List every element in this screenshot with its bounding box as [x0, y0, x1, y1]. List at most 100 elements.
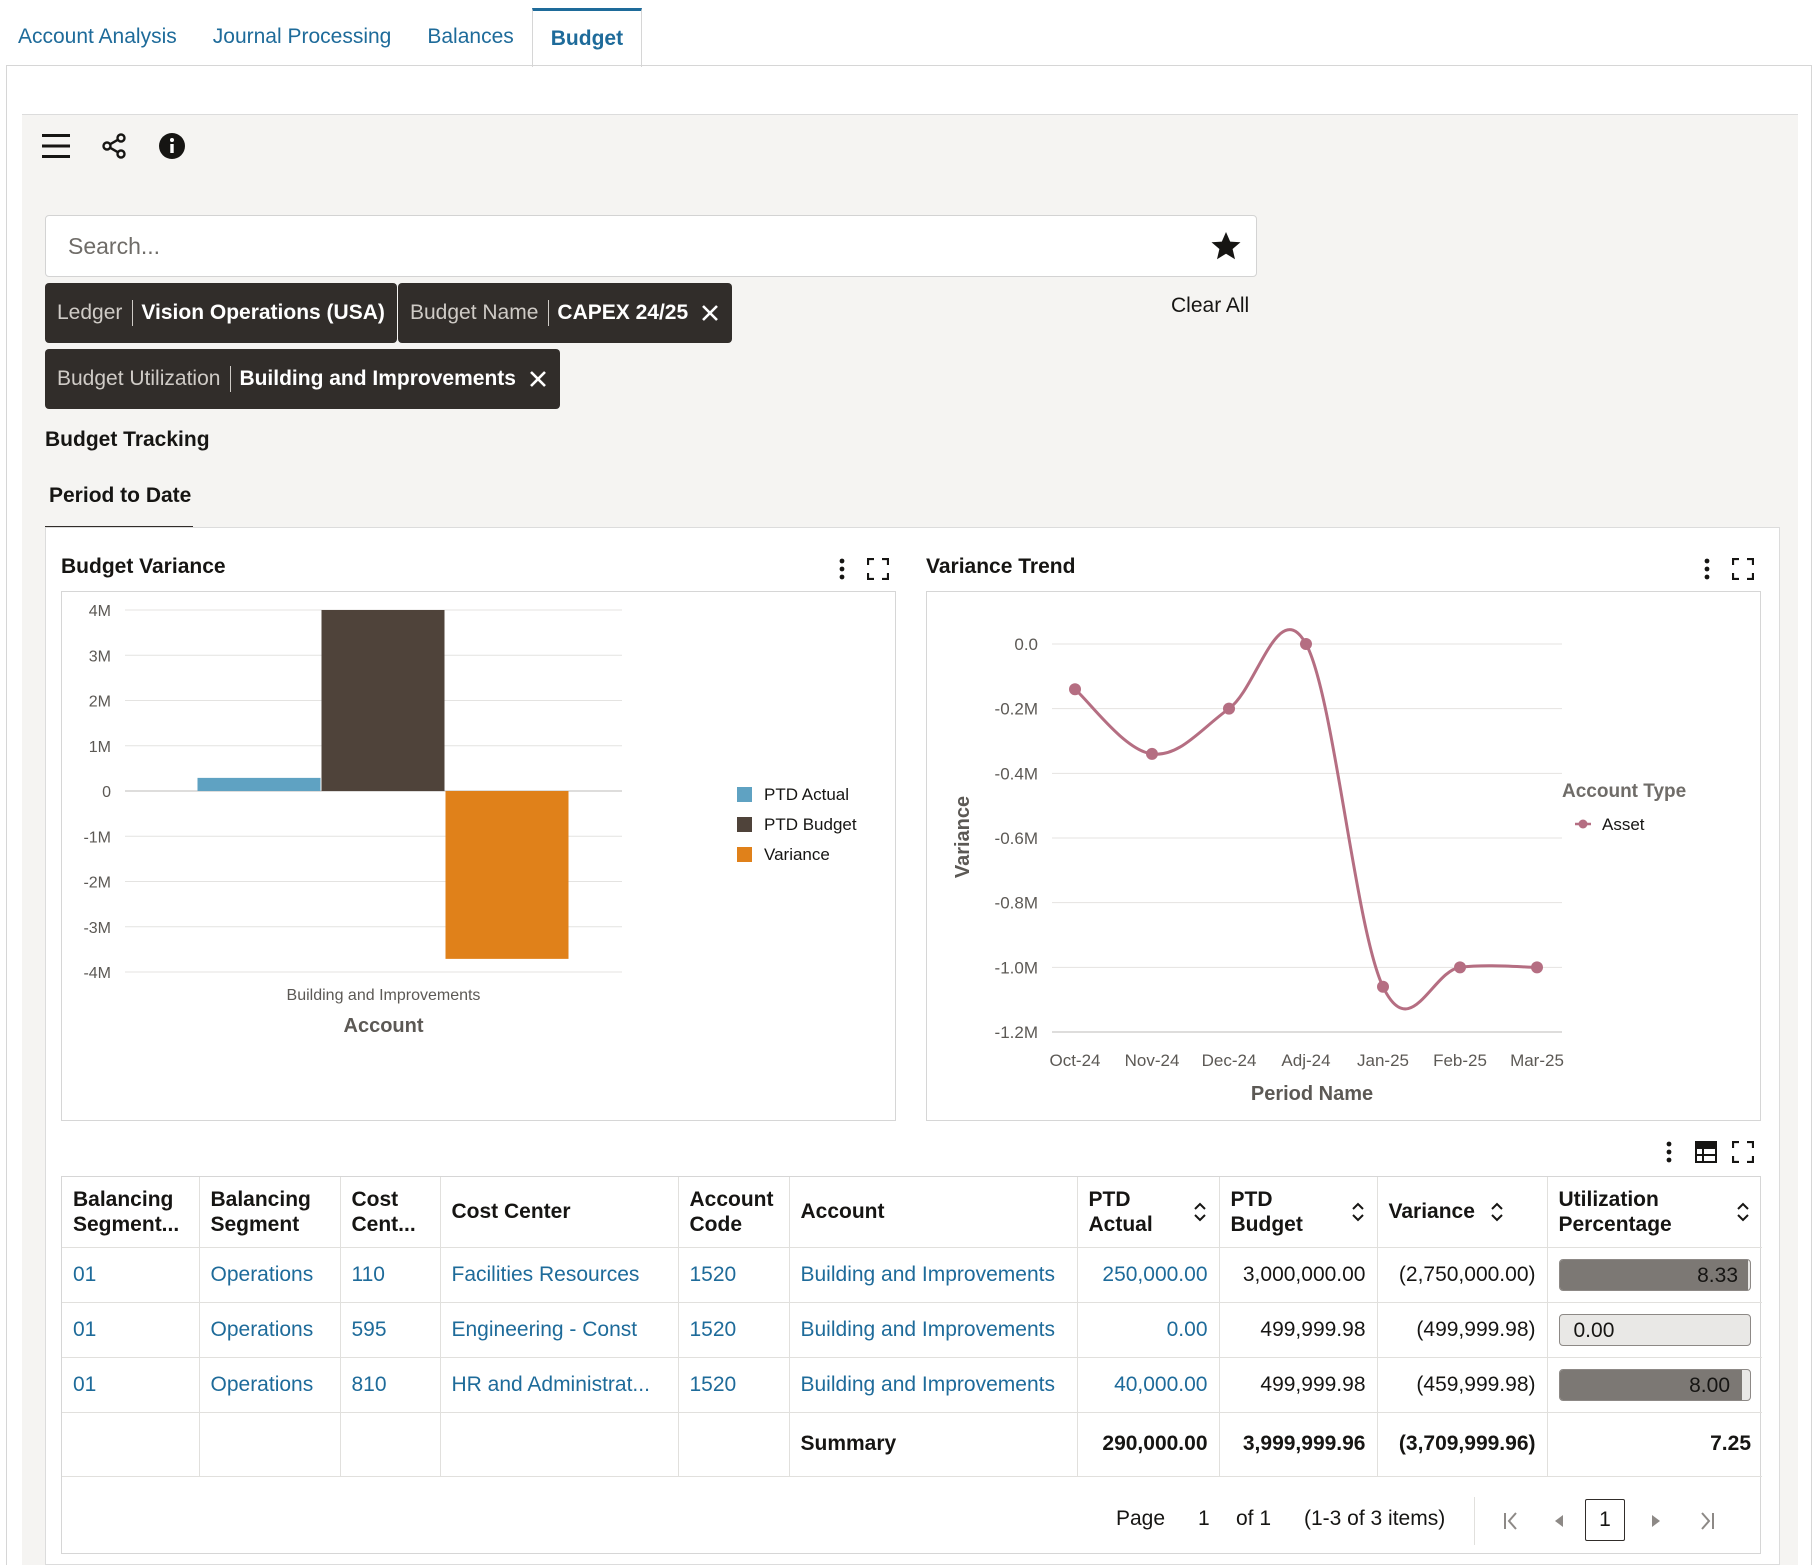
summary-label: Summary [789, 1412, 1078, 1477]
utilization-fill [1559, 1369, 1743, 1400]
variance-trend-chart: 0.0 -0.2M -0.4M -0.6M -0.8M -1.0M -1.2M Oct-24 N… [952, 628, 1686, 1105]
data-point [1300, 638, 1312, 650]
col-header-label: Variance [1388, 1200, 1475, 1224]
utilization-value: 8.00 [1689, 1373, 1730, 1397]
sort-icon[interactable] [1489, 1202, 1505, 1222]
account-link[interactable]: Building and Improvements [789, 1357, 1078, 1413]
clear-all-button[interactable]: Clear All [1171, 294, 1250, 317]
tab-budget[interactable]: Budget [531, 8, 643, 67]
utilization-value: 8.33 [1697, 1263, 1738, 1287]
balancing-segment-link[interactable]: 01 [62, 1357, 200, 1413]
divider [1474, 1497, 1475, 1545]
empty-cell [62, 1412, 200, 1477]
expand-icon[interactable] [1729, 555, 1757, 583]
account-code-link[interactable]: 1520 [678, 1357, 790, 1413]
y-tick-label: 0 [102, 784, 111, 801]
info-icon[interactable] [156, 130, 188, 162]
expand-icon[interactable] [864, 555, 892, 583]
sort-icon[interactable] [1192, 1202, 1208, 1222]
y-tick-label: 3M [89, 648, 111, 665]
utilization-fill [1559, 1259, 1749, 1290]
star-icon[interactable] [1210, 230, 1242, 262]
data-point [1069, 683, 1081, 696]
next-page-icon[interactable] [1643, 1507, 1669, 1535]
account-code-link[interactable]: 1520 [678, 1247, 790, 1303]
tab-balances[interactable]: Balances [427, 25, 514, 48]
more-options-icon[interactable] [1693, 555, 1721, 583]
y-tick-label: 1M [89, 739, 111, 756]
tab-account-analysis[interactable]: Account Analysis [18, 25, 177, 48]
page-label: Page [1116, 1507, 1166, 1530]
ptd-actual-link[interactable]: 40,000.00 [1077, 1357, 1220, 1413]
cost-center-link[interactable]: HR and Administrat... [440, 1357, 679, 1413]
more-options-icon[interactable] [828, 555, 856, 583]
share-icon[interactable] [98, 130, 130, 162]
balancing-segment-desc-link[interactable]: Operations [199, 1357, 341, 1413]
filter-chip-ledger[interactable]: Ledger Vision Operations (USA) [45, 283, 397, 343]
y-tick-label: -0.4M [995, 764, 1038, 783]
cost-center-link[interactable]: Facilities Resources [440, 1247, 679, 1303]
col-header-account[interactable]: Account [789, 1177, 1078, 1248]
account-code-link[interactable]: 1520 [678, 1302, 790, 1358]
close-icon[interactable] [700, 303, 720, 323]
col-header-label: Utilization Percentage [1558, 1187, 1672, 1236]
x-tick-label: Jan-25 [1357, 1051, 1409, 1070]
col-header-label: PTD Budget [1230, 1187, 1303, 1236]
expand-icon[interactable] [1729, 1138, 1757, 1166]
budget-table: Balancing Segment... Balancing Segment C… [61, 1176, 1762, 1554]
chip-value: Vision Operations (USA) [141, 301, 385, 324]
tab-period-to-date[interactable]: Period to Date [45, 470, 193, 530]
y-tick-label: -1.0M [995, 958, 1038, 977]
col-header-ptd-budget[interactable]: PTD Budget [1219, 1177, 1378, 1248]
x-axis-title: Period Name [1251, 1083, 1373, 1105]
utilization-bar: 8.00 [1558, 1368, 1751, 1401]
ptd-actual-link[interactable]: 0.00 [1077, 1302, 1220, 1358]
x-tick-label: Mar-25 [1510, 1051, 1564, 1070]
current-page-button[interactable]: 1 [1585, 1499, 1625, 1541]
more-options-icon[interactable] [1655, 1138, 1683, 1166]
cost-center-code-link[interactable]: 595 [340, 1302, 441, 1358]
bar-ptd-budget [321, 610, 445, 791]
search-input[interactable] [66, 226, 1166, 266]
balancing-segment-link[interactable]: 01 [62, 1302, 200, 1358]
last-page-icon[interactable] [1694, 1507, 1720, 1535]
sort-icon[interactable] [1735, 1202, 1751, 1222]
col-header-ptd-actual[interactable]: PTD Actual [1077, 1177, 1220, 1248]
data-point [1531, 961, 1543, 974]
chip-label: Ledger [57, 300, 134, 326]
col-header-variance[interactable]: Variance [1377, 1177, 1548, 1248]
balancing-segment-link[interactable]: 01 [62, 1247, 200, 1303]
col-header-label: PTD Actual [1088, 1187, 1153, 1236]
cost-center-code-link[interactable]: 110 [340, 1247, 441, 1303]
col-header-balancing-segment-code[interactable]: Balancing Segment... [62, 1177, 200, 1248]
table-view-icon[interactable] [1692, 1138, 1720, 1166]
y-tick-label: -0.2M [995, 700, 1038, 719]
summary-utilization: 7.25 [1547, 1412, 1762, 1477]
col-header-cost-center-code[interactable]: Cost Cent... [340, 1177, 441, 1248]
first-page-icon[interactable] [1498, 1507, 1524, 1535]
tab-journal-processing[interactable]: Journal Processing [212, 25, 392, 48]
col-header-account-code[interactable]: Account Code [678, 1177, 790, 1248]
ptd-actual-link[interactable]: 250,000.00 [1077, 1247, 1220, 1303]
x-tick-label: Oct-24 [1049, 1051, 1100, 1070]
chip-label: Budget Utilization [57, 366, 232, 392]
balancing-segment-desc-link[interactable]: Operations [199, 1247, 341, 1303]
page-of: of 1 [1236, 1507, 1272, 1530]
close-icon[interactable] [528, 369, 548, 389]
pagination: Page 1 of 1 (1-3 of 3 items) 1 [62, 1489, 1760, 1553]
filter-chip-budget-name[interactable]: Budget Name CAPEX 24/25 [398, 283, 733, 343]
filter-chip-budget-utilization[interactable]: Budget Utilization Building and Improvem… [45, 349, 560, 409]
account-link[interactable]: Building and Improvements [789, 1302, 1078, 1358]
balancing-segment-desc-link[interactable]: Operations [199, 1302, 341, 1358]
col-header-cost-center[interactable]: Cost Center [440, 1177, 679, 1248]
col-header-balancing-segment[interactable]: Balancing Segment [199, 1177, 341, 1248]
menu-icon[interactable] [40, 130, 72, 162]
empty-cell [199, 1412, 341, 1477]
data-point [1454, 961, 1466, 974]
account-link[interactable]: Building and Improvements [789, 1247, 1078, 1303]
previous-page-icon[interactable] [1546, 1507, 1572, 1535]
col-header-utilization-percentage[interactable]: Utilization Percentage [1547, 1177, 1762, 1248]
cost-center-code-link[interactable]: 810 [340, 1357, 441, 1413]
sort-icon[interactable] [1350, 1202, 1366, 1222]
cost-center-link[interactable]: Engineering - Const [440, 1302, 679, 1358]
